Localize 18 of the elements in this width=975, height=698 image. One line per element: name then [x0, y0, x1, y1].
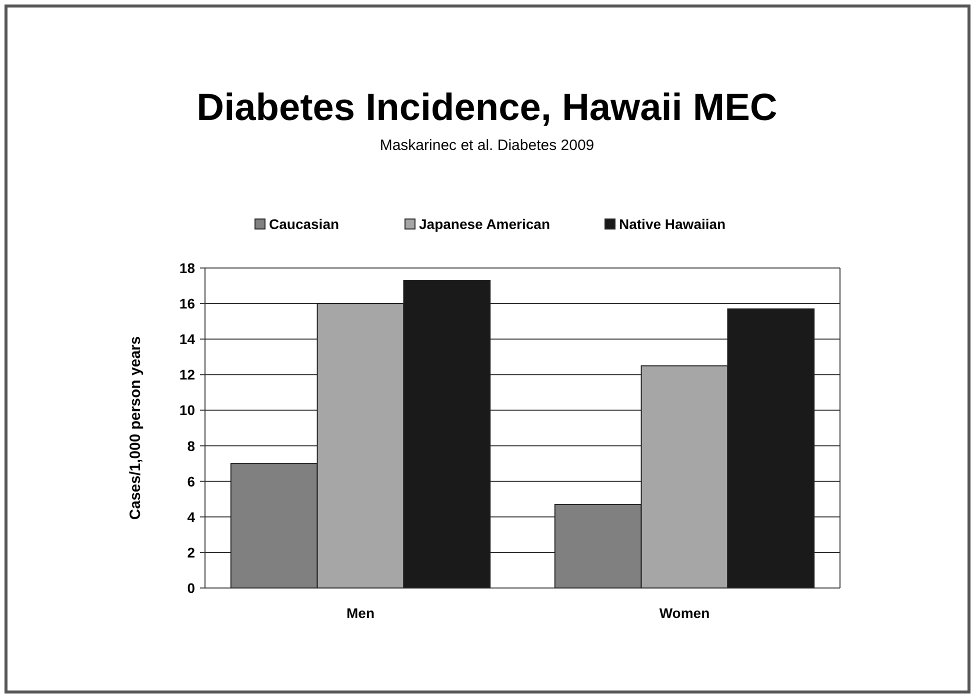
y-tick-label: 16	[179, 296, 196, 312]
y-tick-label: 18	[179, 260, 196, 276]
y-tick-label: 2	[187, 544, 196, 560]
legend-label: Native Hawaiian	[619, 216, 726, 232]
y-tick-label: 0	[187, 580, 196, 596]
x-tick-label: Men	[346, 605, 375, 621]
y-tick-label: 8	[187, 438, 196, 454]
legend-label: Japanese American	[419, 216, 550, 232]
chart-subtitle: Maskarinec et al. Diabetes 2009	[380, 137, 594, 154]
y-tick-label: 12	[179, 366, 196, 383]
legend-label: Caucasian	[269, 216, 340, 232]
chart-title: Diabetes Incidence, Hawaii MEC	[196, 87, 778, 129]
y-tick-label: 4	[187, 508, 196, 525]
y-tick-label: 6	[187, 473, 196, 490]
y-axis-title: Cases/1,000 person years	[127, 336, 144, 520]
y-tick-label: 14	[179, 331, 196, 348]
x-tick-label: Women	[659, 605, 710, 621]
y-tick-label: 10	[179, 402, 196, 418]
